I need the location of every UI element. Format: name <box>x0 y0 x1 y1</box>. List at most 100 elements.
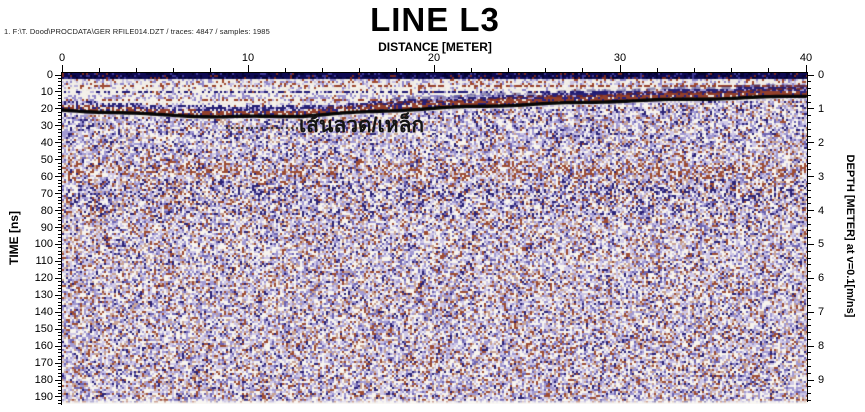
time-axis-label: TIME [ns] <box>7 211 21 265</box>
depth-minor-tick <box>808 237 811 239</box>
time-minor-tick <box>58 115 61 117</box>
time-minor-tick <box>58 169 61 171</box>
time-minor-tick <box>58 393 61 395</box>
distance-tick-label: 20 <box>427 52 441 64</box>
depth-minor-tick <box>808 393 811 395</box>
time-tick-label: 30 <box>40 119 53 132</box>
time-minor-tick <box>58 172 61 174</box>
time-minor-tick <box>58 230 61 232</box>
depth-major-tick <box>808 74 814 76</box>
time-minor-tick <box>58 182 61 184</box>
depth-major-tick <box>808 142 814 144</box>
time-minor-tick <box>58 372 61 374</box>
time-minor-tick <box>58 365 61 367</box>
time-major-tick <box>55 176 61 178</box>
time-minor-tick <box>58 213 61 215</box>
depth-minor-tick <box>808 399 811 401</box>
time-tick-label: 120 <box>34 272 53 285</box>
depth-minor-tick <box>808 264 811 266</box>
time-major-tick <box>55 243 61 245</box>
distance-minor-tick <box>470 68 472 72</box>
distance-minor-tick <box>545 68 547 72</box>
time-minor-tick <box>58 332 61 334</box>
depth-minor-tick <box>808 216 811 218</box>
depth-axis-label: DEPTH [METER] at v=0.1[m/ns] <box>844 154 856 318</box>
time-minor-tick <box>58 386 61 388</box>
time-minor-tick <box>58 152 61 154</box>
depth-tick-label: 0 <box>818 69 825 81</box>
distance-axis-line <box>62 72 808 73</box>
depth-minor-tick <box>808 101 811 103</box>
depth-minor-tick <box>808 359 811 361</box>
time-minor-tick <box>58 389 61 391</box>
time-minor-tick <box>58 342 61 344</box>
depth-tick-label: 7 <box>818 306 825 319</box>
time-minor-tick <box>58 321 61 323</box>
time-minor-tick <box>58 216 61 218</box>
time-minor-tick <box>58 271 61 273</box>
time-minor-tick <box>58 145 61 147</box>
time-minor-tick <box>58 254 61 256</box>
depth-minor-tick <box>808 250 811 252</box>
time-tick-label: 150 <box>34 323 53 336</box>
time-major-tick <box>55 125 61 127</box>
time-minor-tick <box>58 128 61 130</box>
depth-major-tick <box>808 277 814 279</box>
time-minor-tick <box>58 318 61 320</box>
time-minor-tick <box>58 250 61 252</box>
depth-minor-tick <box>808 115 811 117</box>
time-major-tick <box>55 210 61 212</box>
time-minor-tick <box>58 186 61 188</box>
time-minor-tick <box>58 203 61 205</box>
time-minor-tick <box>58 223 61 225</box>
distance-minor-tick <box>693 68 695 72</box>
distance-minor-tick <box>173 68 175 72</box>
depth-tick-label: 1 <box>818 102 825 115</box>
time-minor-tick <box>58 403 61 405</box>
time-tick-label: 160 <box>34 340 53 353</box>
time-minor-tick <box>58 240 61 242</box>
time-tick-label: 70 <box>40 187 53 200</box>
time-tick-label: 110 <box>35 255 53 268</box>
time-tick-label: 10 <box>40 85 53 98</box>
depth-minor-tick <box>808 372 811 374</box>
time-minor-tick <box>58 301 61 303</box>
depth-minor-tick <box>808 352 811 354</box>
time-minor-tick <box>58 196 61 198</box>
time-minor-tick <box>58 288 61 290</box>
depth-tick-label: 3 <box>818 170 825 183</box>
time-major-tick <box>55 396 61 398</box>
depth-minor-tick <box>808 298 811 300</box>
depth-tick-label: 5 <box>818 238 825 251</box>
depth-major-tick <box>808 176 814 178</box>
depth-minor-tick <box>808 223 811 225</box>
time-minor-tick <box>58 166 61 167</box>
distance-minor-tick <box>98 68 100 72</box>
time-minor-tick <box>58 98 61 100</box>
time-major-tick <box>55 345 61 347</box>
depth-minor-tick <box>808 128 811 130</box>
time-major-tick <box>55 74 61 76</box>
time-major-tick <box>55 260 61 262</box>
distance-minor-tick <box>656 68 658 72</box>
time-minor-tick <box>58 206 61 208</box>
time-minor-tick <box>58 359 61 361</box>
depth-minor-tick <box>808 189 811 191</box>
depth-minor-tick <box>808 304 811 306</box>
distance-tick-label: 40 <box>799 52 813 64</box>
distance-major-tick <box>805 65 807 72</box>
time-minor-tick <box>58 399 61 401</box>
time-minor-tick <box>58 376 61 378</box>
time-minor-tick <box>58 257 61 259</box>
time-minor-tick <box>58 298 61 300</box>
depth-minor-tick <box>808 386 811 388</box>
time-minor-tick <box>58 247 61 249</box>
depth-minor-tick <box>808 318 811 320</box>
time-minor-tick <box>58 325 61 327</box>
distance-tick-label: 30 <box>613 52 627 64</box>
time-major-tick <box>55 379 61 381</box>
depth-tick-label: 8 <box>818 340 825 353</box>
depth-major-tick <box>808 108 814 110</box>
time-major-tick <box>55 91 61 93</box>
